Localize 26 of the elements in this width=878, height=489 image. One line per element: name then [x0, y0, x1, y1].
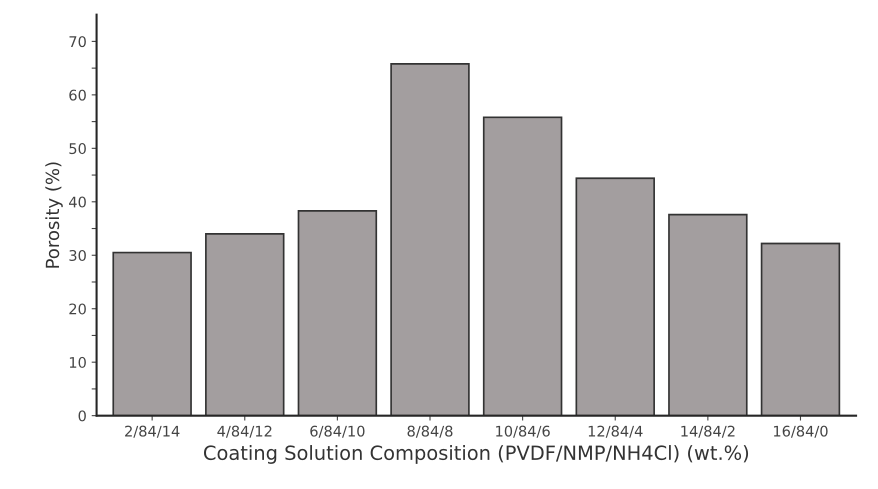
bar: [760, 242, 840, 416]
y-tick-label: 10: [70, 356, 86, 368]
x-tick-label: 2/84/14: [125, 426, 180, 438]
y-tick-label: 50: [69, 143, 86, 154]
bar: [205, 233, 285, 416]
x-axis-title: Coating Solution Composition (PVDF/NMP/NH4Cl) (wt.%): [204, 445, 748, 464]
bar: [298, 210, 378, 416]
bar: [668, 214, 748, 416]
x-tick-label: 8/84/8: [408, 426, 452, 438]
bar: [390, 63, 470, 416]
x-tick-label: 16/84/0: [774, 426, 828, 438]
bar: [576, 177, 655, 416]
bar: [482, 116, 562, 416]
x-tick-label: 4/84/12: [217, 426, 272, 438]
x-tick-label: 10/84/6: [496, 426, 550, 438]
y-axis-title: Porosity (%): [45, 162, 63, 268]
x-tick-label: 6/84/10: [310, 426, 365, 438]
y-tick-label: 20: [69, 303, 86, 314]
y-tick-label: 60: [69, 90, 86, 101]
y-tick-label: 40: [69, 196, 86, 208]
y-tick-label: 70: [69, 36, 86, 48]
y-tick-label: 30: [69, 250, 86, 262]
y-tick-label: 0: [78, 410, 86, 422]
bar: [112, 252, 192, 416]
x-tick-label: 14/84/2: [681, 426, 735, 438]
x-tick-label: 12/84/4: [588, 426, 643, 438]
